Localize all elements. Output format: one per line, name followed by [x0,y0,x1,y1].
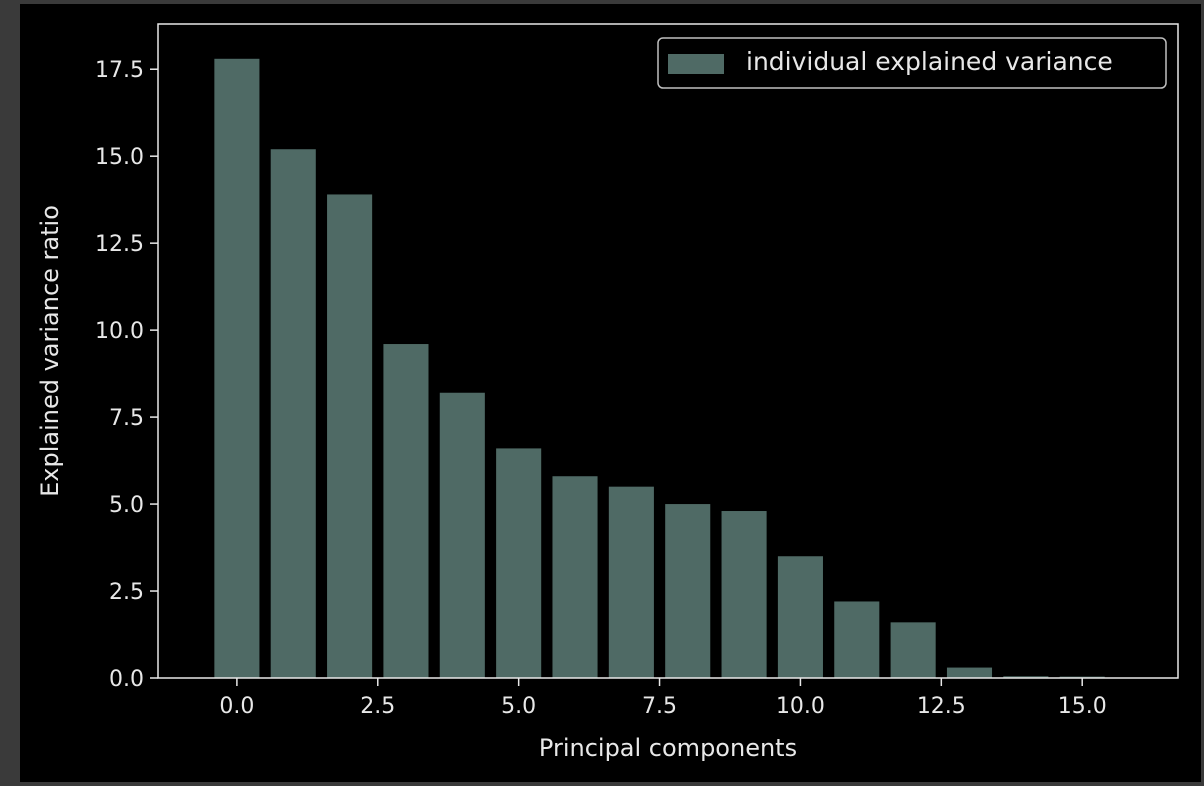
chart-figure: 0.0 2.5 5.0 7.5 10.0 12.5 15.0 0.0 2.5 5.0 7.5 10.… [20,4,1201,782]
legend-label: individual explained variance [746,47,1113,76]
legend-box [657,37,1167,89]
bar [270,149,316,679]
y-tick-label: 15.0 [95,145,144,170]
bar [552,476,598,678]
bar [1003,676,1049,678]
x-tick-label: 5.0 [501,694,536,719]
y-axis-ticks: 0.0 2.5 5.0 7.5 10.0 12.5 15.0 17.5 [95,58,158,692]
x-tick-label: 15.0 [1058,694,1107,719]
bar [665,504,711,678]
legend: individual explained variance [657,37,1167,89]
y-axis-title: Explained variance ratio [36,205,64,497]
bar [834,601,880,678]
x-tick-label: 0.0 [219,694,254,719]
bar [777,556,823,678]
x-axis-title: Principal components [539,734,797,762]
x-tick-label: 7.5 [642,694,677,719]
y-tick-label: 10.0 [95,319,144,344]
y-tick-label: 5.0 [109,493,144,518]
bar [327,194,373,678]
x-tick-label: 10.0 [776,694,825,719]
bar [383,344,429,678]
bar [946,667,993,678]
y-tick-label: 7.5 [109,406,144,431]
x-tick-label: 12.5 [917,694,966,719]
bar-chart: 0.0 2.5 5.0 7.5 10.0 12.5 15.0 0.0 2.5 5.0 7.5 10.… [36,23,1179,762]
x-axis-ticks: 0.0 2.5 5.0 7.5 10.0 12.5 15.0 [219,678,1107,719]
plot-area-frame [157,23,1179,679]
bar [439,392,485,678]
bar [496,448,542,678]
legend-swatch [668,54,724,74]
y-tick-label: 0.0 [109,667,144,692]
bars-group [214,58,1105,679]
bar [721,511,767,678]
x-tick-label: 2.5 [360,694,395,719]
bar [608,486,654,678]
y-tick-label: 12.5 [95,232,144,257]
bar [890,622,936,678]
bar [214,58,260,679]
y-tick-label: 17.5 [95,58,144,83]
y-tick-label: 2.5 [109,580,144,605]
